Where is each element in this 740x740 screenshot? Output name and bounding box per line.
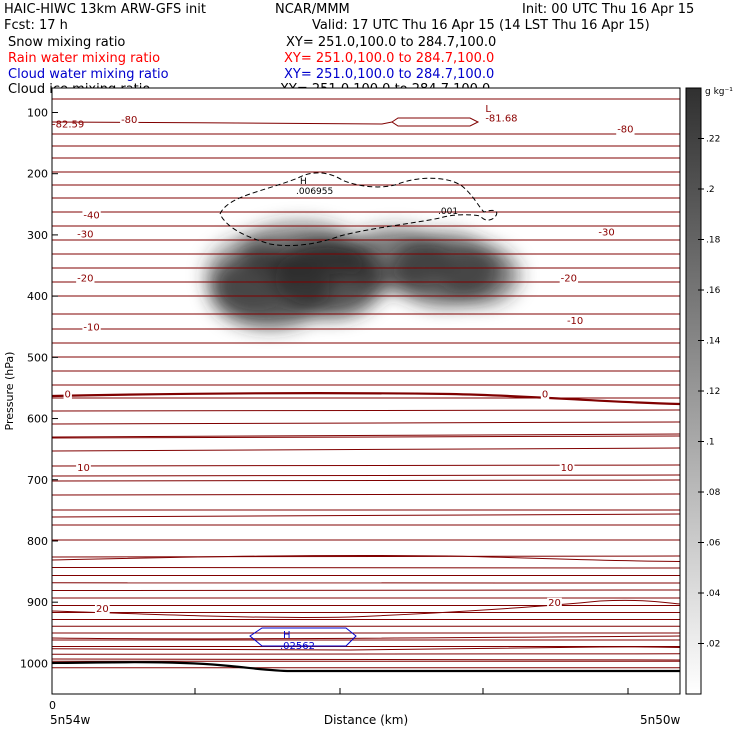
temperature-contours	[52, 98, 680, 669]
isotherm-label: 10	[561, 463, 574, 474]
colorbar: .02 .04 .06 .08 .1 .12 .14 .16 .18 .2 .22 g kg⁻¹	[685, 87, 733, 695]
colorbar-tick-label: .18	[706, 236, 721, 246]
isotherm-label: -20	[561, 273, 577, 284]
cloud-ice-max-value: .006955	[296, 187, 333, 197]
extremum-label: L	[485, 104, 491, 115]
header-valid: Valid: 17 UTC Thu 16 Apr 15 (14 LST Thu …	[312, 18, 650, 33]
isotherm-line	[52, 599, 680, 618]
field-cloudwater-xy: XY= 251.0,100.0 to 284.7,100.0	[284, 67, 494, 82]
isotherm-line	[52, 567, 680, 569]
colorbar-tick-label: .12	[706, 387, 720, 397]
colorbar-tick-label: .06	[706, 539, 721, 549]
contour-labels: -80-80-40-30 -30-20 -20-10-100 010 102020L-8…	[52, 104, 635, 615]
x-origin-label: 0	[49, 699, 56, 712]
cloud-ice-contour	[219, 172, 498, 247]
isotherm-label: -30	[77, 229, 93, 240]
header-init: Init: 00 UTC Thu 16 Apr 15	[522, 2, 694, 17]
colorbar-tick-label: .08	[706, 488, 721, 498]
isotherm-label: 20	[96, 604, 109, 615]
isotherm-label: 0	[542, 390, 548, 401]
x-left-label: 5n54w	[50, 713, 91, 727]
snow-shading-cell	[275, 240, 365, 284]
colorbar-tick-label: .16	[706, 286, 721, 296]
isotherm-line	[52, 653, 680, 656]
isotherm-label: -80	[617, 125, 633, 136]
field-snow-xy: XY= 251.0,100.0 to 284.7,100.0	[286, 35, 496, 50]
header-org: NCAR/MMM	[275, 2, 350, 17]
header-title: HAIC-HIWC 13km ARW-GFS init	[4, 2, 206, 17]
colorbar-tick-label: .02	[706, 640, 720, 650]
isotherm-line	[52, 479, 680, 482]
cloud-ice-label: .001	[438, 207, 458, 217]
isotherm-label: -30	[598, 227, 614, 238]
field-rain-xy: XY= 251.0,100.0 to 284.7,100.0	[284, 51, 494, 66]
isotherm-label: 20	[548, 598, 561, 609]
y-axis-title: Pressure (hPa)	[3, 352, 16, 431]
colorbar-tick-label: .1	[706, 438, 715, 448]
y-tick-label: 300	[27, 229, 48, 242]
header: HAIC-HIWC 13km ARW-GFS init NCAR/MMM Ini…	[4, 2, 694, 97]
colorbar-tick-label: .22	[706, 135, 720, 145]
y-tick-label: 1000	[20, 657, 48, 670]
extremum-label: -81.68	[485, 114, 517, 125]
y-axis: 100 200 300 400 500 600 700 800 900 1000	[20, 106, 58, 670]
isotherm-line	[52, 493, 680, 496]
isotherm-label: -10	[567, 316, 583, 327]
colorbar-tick-label: .14	[706, 337, 721, 347]
snow-shading-cell	[440, 245, 520, 305]
y-tick-label: 700	[27, 474, 48, 487]
header-fcst: Fcst: 17 h	[4, 18, 68, 33]
colorbar-tick-label: .04	[706, 589, 721, 599]
x-right-label: 5n50w	[640, 713, 681, 727]
isotherm-label: -40	[83, 210, 99, 221]
terrain-surface-line	[52, 661, 680, 673]
isotherm-line	[52, 409, 680, 412]
snow-mixing-ratio-shading	[205, 222, 520, 328]
cloud-water-max-value: .02562	[280, 641, 315, 652]
cloud-water-contour	[249, 627, 357, 647]
plot-frame	[51, 87, 681, 695]
isotherm-line	[52, 635, 680, 640]
isotherm-label: 10	[77, 463, 90, 474]
isotherm-line	[52, 121, 393, 125]
cold-core-contour	[391, 117, 480, 127]
y-tick-label: 500	[27, 351, 48, 364]
isotherm-label: 0	[65, 390, 71, 401]
isotherm-line	[52, 513, 680, 518]
x-axis-title: Distance (km)	[324, 713, 408, 727]
isotherm-line	[52, 555, 680, 558]
isotherm-line	[52, 589, 680, 591]
y-tick-label: 200	[27, 168, 48, 181]
colorbar-ticks: .02 .04 .06 .08 .1 .12 .14 .16 .18 .2 .22	[698, 135, 721, 650]
plot-area: -80-80-40-30 -30-20 -20-10-100 010 102020L-8…	[52, 88, 680, 694]
cloud-ice-max-label: H	[300, 177, 307, 187]
y-tick-label: 900	[27, 596, 48, 609]
isotherm-label: -10	[83, 322, 99, 333]
colorbar-unit: g kg⁻¹	[705, 87, 733, 97]
y-tick-label: 600	[27, 413, 48, 426]
extremum-label: -82.59	[52, 120, 84, 131]
isotherm-line	[52, 554, 680, 562]
y-tick-label: 100	[27, 106, 48, 119]
colorbar-tick-label: .2	[706, 185, 715, 195]
y-tick-label: 800	[27, 535, 48, 548]
y-tick-label: 400	[27, 290, 48, 303]
isotherm-label: -80	[121, 115, 137, 126]
x-axis	[194, 688, 629, 694]
isotherm-line	[52, 474, 680, 477]
field-cloudwater-name: Cloud water mixing ratio	[8, 67, 169, 82]
isotherm-line	[52, 646, 680, 651]
cloud-water-max-label: H	[283, 630, 291, 641]
field-snow-name: Snow mixing ratio	[8, 35, 125, 50]
isotherm-line	[52, 392, 680, 406]
field-rain-name: Rain water mixing ratio	[8, 51, 160, 66]
isotherm-label: -20	[77, 273, 93, 284]
